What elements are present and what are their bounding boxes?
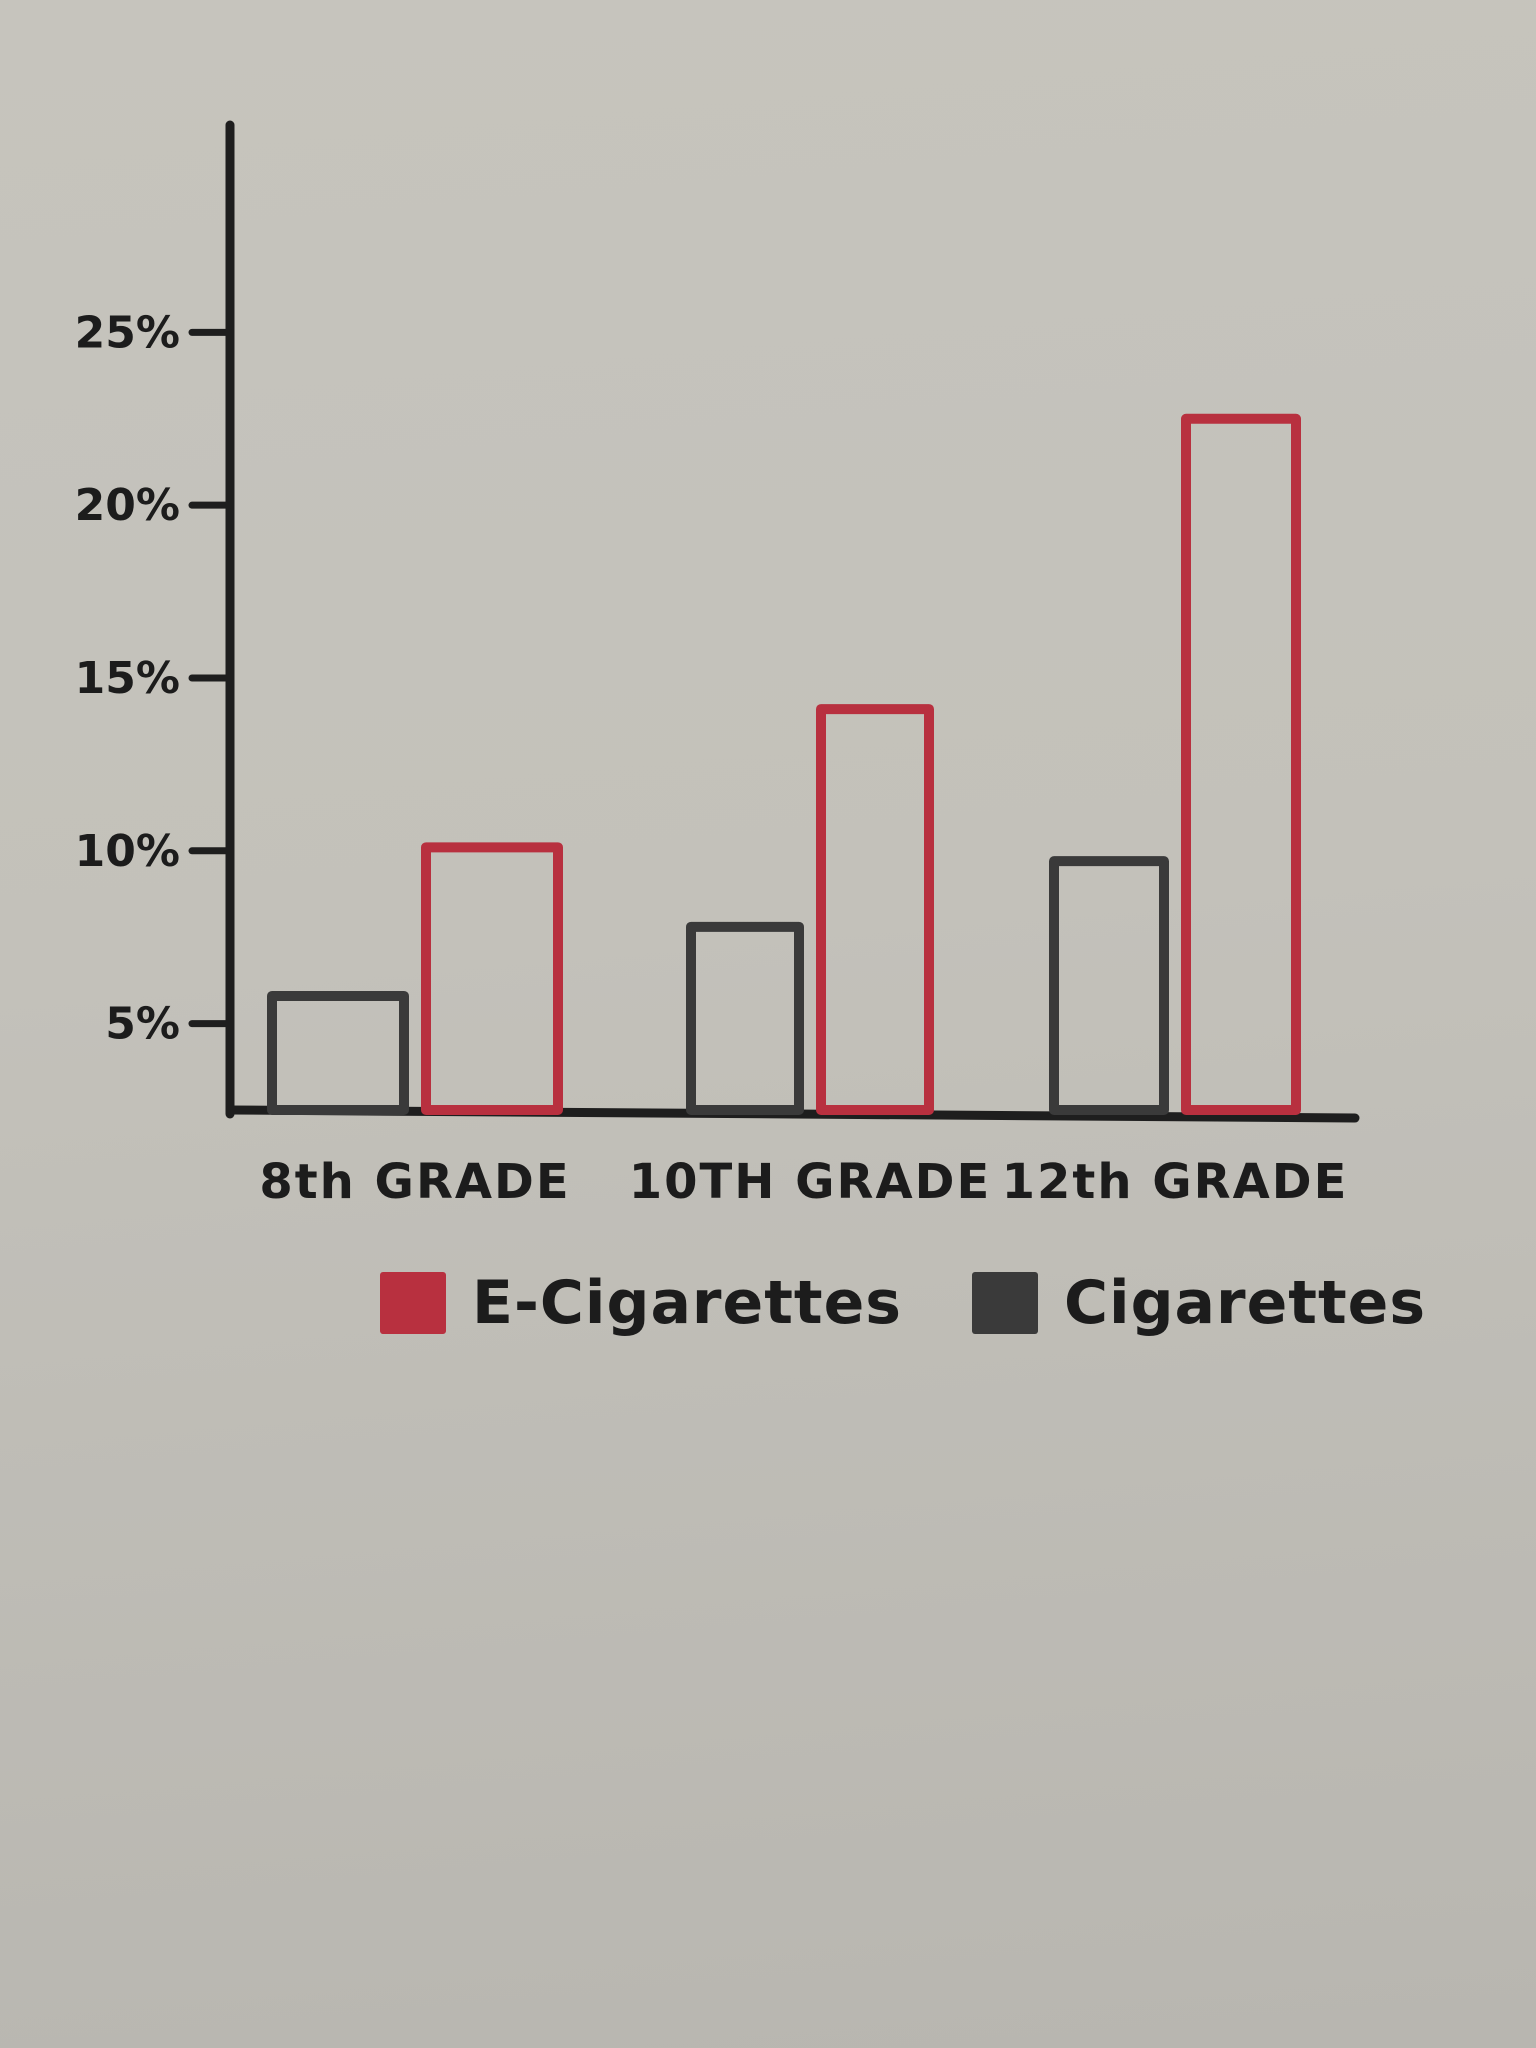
bar-e-cigarettes xyxy=(816,704,934,1115)
x-category-label: 12th GRADE xyxy=(1002,1154,1349,1210)
x-category-label: 10TH GRADE xyxy=(629,1154,992,1210)
legend-item-cigarettes: Cigarettes xyxy=(971,1268,1427,1338)
bar-e-cigarettes xyxy=(421,842,563,1115)
legend-item-e-cigarettes: E-Cigarettes xyxy=(380,1268,902,1338)
bar-e-cigarettes xyxy=(1181,413,1301,1116)
bar-cigarettes xyxy=(686,921,804,1116)
bar-cigarettes xyxy=(1049,856,1169,1115)
y-tick-label: 10% xyxy=(75,826,180,877)
y-tick-label: 25% xyxy=(75,307,180,358)
y-tick-label: 5% xyxy=(105,999,180,1050)
legend-swatch-e-cigarettes xyxy=(380,1272,446,1334)
legend-swatch-cigarettes xyxy=(971,1272,1038,1334)
y-tick-label: 15% xyxy=(75,653,180,704)
legend: E-Cigarettes Cigarettes xyxy=(380,1268,1466,1338)
legend-label-cigarettes: Cigarettes xyxy=(1063,1268,1427,1338)
x-category-label: 8th GRADE xyxy=(259,1154,570,1210)
bar-cigarettes xyxy=(267,990,409,1116)
legend-label-e-cigarettes: E-Cigarettes xyxy=(472,1268,902,1338)
y-tick-label: 20% xyxy=(75,480,180,531)
